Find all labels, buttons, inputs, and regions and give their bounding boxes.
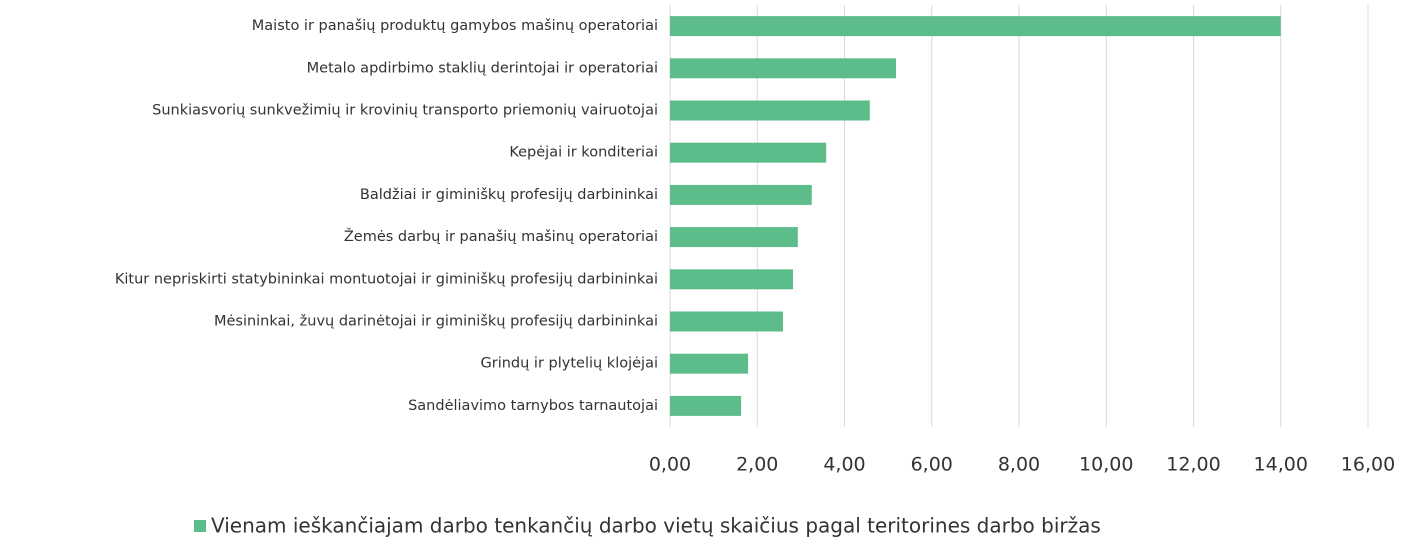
x-tick-label: 10,00 (1079, 454, 1133, 476)
y-tick-label: Grindų ir plytelių klojėjai (481, 356, 658, 372)
x-tick-label: 4,00 (823, 454, 865, 476)
y-tick-label: Baldžiai ir giminiškų profesijų darbinin… (360, 187, 658, 203)
y-tick-label: Kitur nepriskirti statybininkai montuoto… (115, 271, 658, 287)
x-tick-label: 8,00 (998, 454, 1040, 476)
x-tick-label: 14,00 (1254, 454, 1308, 476)
y-tick-label: Sunkiasvorių sunkvežimių ir krovinių tra… (152, 103, 658, 119)
x-tick-label: 0,00 (649, 454, 691, 476)
bar (670, 142, 827, 163)
legend-swatch (194, 520, 206, 532)
bar (670, 269, 794, 290)
bar (670, 353, 749, 374)
bar (670, 16, 1281, 37)
x-tick-label: 6,00 (911, 454, 953, 476)
bar (670, 227, 798, 248)
bar (670, 311, 783, 332)
x-tick-label: 2,00 (736, 454, 778, 476)
y-tick-label: Mėsininkai, žuvų darinėtojai ir giminišk… (214, 314, 658, 330)
bar (670, 58, 896, 79)
bar (670, 184, 812, 205)
y-tick-label: Sandėliavimo tarnybos tarnautojai (408, 398, 658, 414)
y-tick-label: Kepėjai ir konditeriai (509, 145, 658, 161)
y-tick-label: Maisto ir panašių produktų gamybos mašin… (252, 18, 658, 34)
bar (670, 100, 870, 121)
bar (670, 395, 742, 416)
legend-label: Vienam ieškančiajam darbo tenkančių darb… (211, 514, 1101, 538)
y-tick-label: Metalo apdirbimo staklių derintojai ir o… (307, 60, 658, 76)
x-tick-label: 12,00 (1166, 454, 1220, 476)
x-tick-label: 16,00 (1341, 454, 1395, 476)
y-tick-label: Žemės darbų ir panašių mašinų operatoria… (344, 227, 658, 245)
